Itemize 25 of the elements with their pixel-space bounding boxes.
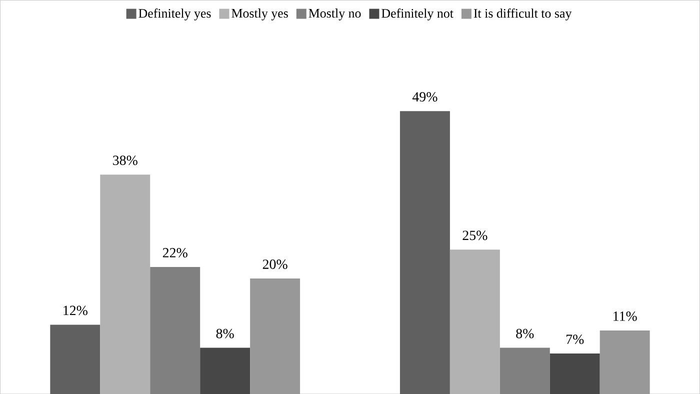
data-label: 7% [566,334,584,344]
legend-label: Definitely not [382,8,454,20]
legend-label: It is difficult to say [474,8,572,20]
bar [200,348,250,394]
data-label: 8% [216,328,234,338]
data-label: 49% [412,92,438,102]
data-label: 12% [64,306,88,316]
bar [250,278,300,394]
bar [600,330,650,394]
bar [150,266,200,394]
data-label: 22% [162,248,188,258]
bar [50,324,100,394]
legend-label: Mostly yes [232,8,288,20]
legend-label: Definitely yes [138,8,211,20]
bar [550,353,600,394]
data-label: 25% [462,230,488,240]
data-label: 8% [516,328,534,338]
bar [100,174,150,394]
bar [500,348,550,394]
bar [400,111,450,394]
bar [450,250,500,394]
data-label: 38% [113,156,138,166]
data-label: 11% [614,311,637,321]
data-label: 20% [262,259,288,269]
legend-label: Mostly no [308,8,361,20]
